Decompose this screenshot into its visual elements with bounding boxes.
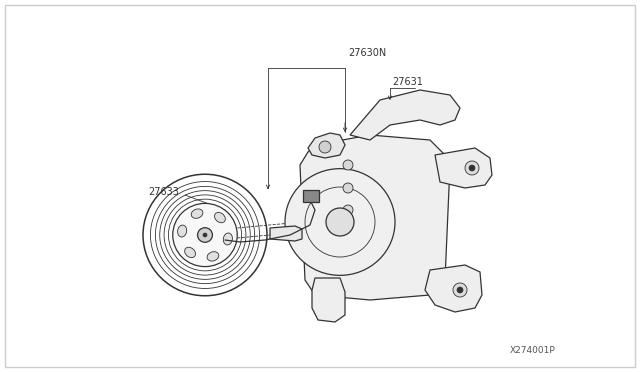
Ellipse shape [203, 233, 207, 237]
Polygon shape [350, 90, 460, 140]
Polygon shape [312, 278, 345, 322]
Ellipse shape [223, 233, 232, 245]
Polygon shape [270, 226, 302, 241]
Circle shape [343, 183, 353, 193]
Polygon shape [435, 148, 492, 188]
Polygon shape [425, 265, 482, 312]
Circle shape [319, 141, 331, 153]
Circle shape [469, 165, 475, 171]
Circle shape [343, 160, 353, 170]
Ellipse shape [285, 169, 395, 275]
Circle shape [457, 287, 463, 293]
Text: 27631: 27631 [392, 77, 423, 87]
Text: X274001P: X274001P [509, 346, 555, 355]
Circle shape [465, 161, 479, 175]
Text: 27630N: 27630N [348, 48, 387, 58]
Text: 27633: 27633 [148, 187, 179, 197]
Circle shape [326, 208, 354, 236]
Ellipse shape [191, 209, 203, 218]
Circle shape [453, 283, 467, 297]
Ellipse shape [185, 247, 195, 257]
Ellipse shape [214, 212, 225, 223]
Ellipse shape [207, 252, 219, 261]
Circle shape [343, 205, 353, 215]
Ellipse shape [198, 228, 212, 242]
Bar [303, 190, 319, 202]
Ellipse shape [173, 203, 237, 267]
Ellipse shape [177, 225, 187, 237]
Polygon shape [308, 133, 345, 158]
Polygon shape [300, 135, 450, 300]
